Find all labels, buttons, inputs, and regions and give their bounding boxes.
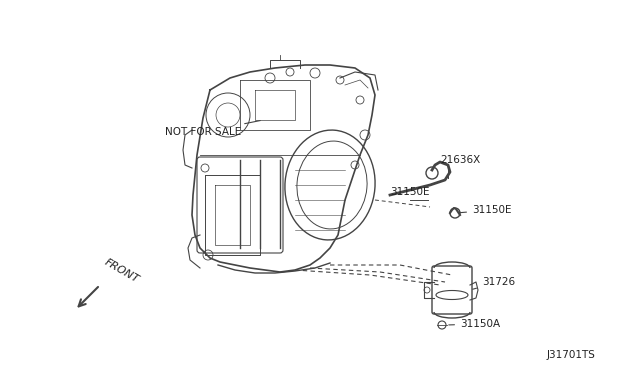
Text: 31726: 31726: [473, 277, 515, 289]
Text: 21636X: 21636X: [440, 155, 480, 165]
Text: NOT FOR SALE: NOT FOR SALE: [165, 121, 260, 137]
Text: J31701TS: J31701TS: [546, 350, 595, 360]
Text: FRONT: FRONT: [103, 257, 141, 285]
Text: 31150E: 31150E: [459, 205, 511, 215]
Text: 31150E: 31150E: [390, 187, 429, 197]
Text: 31150A: 31150A: [449, 319, 500, 329]
